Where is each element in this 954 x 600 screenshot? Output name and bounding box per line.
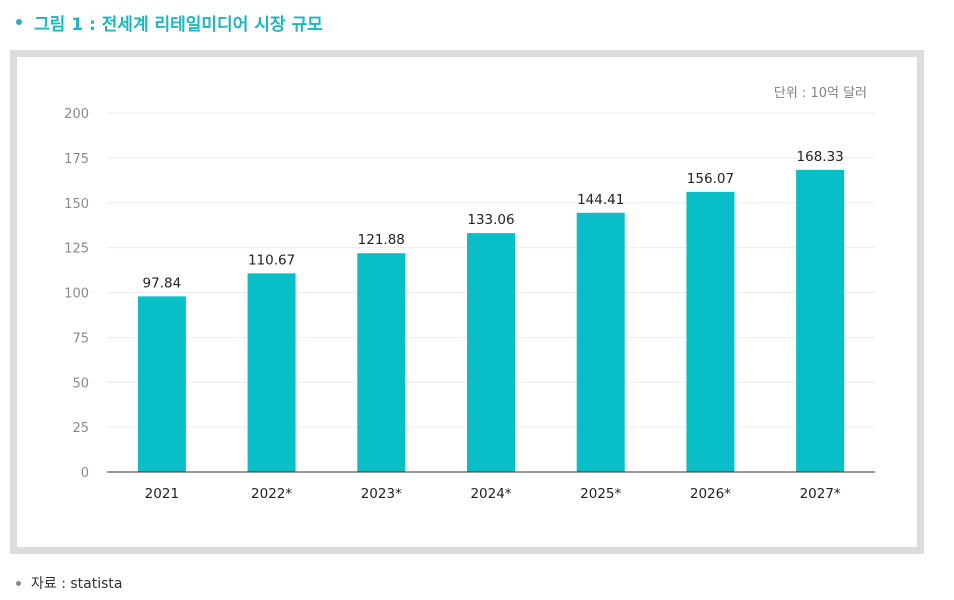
- bar: [467, 233, 515, 472]
- x-tick-label: 2022*: [251, 486, 292, 502]
- y-tick-label: 0: [81, 466, 89, 481]
- y-tick-label: 175: [64, 152, 89, 167]
- data-label: 156.07: [687, 171, 734, 187]
- bar: [137, 296, 186, 472]
- figure-title: 그림 1 : 전세계 리테일미디어 시장 규모: [34, 14, 323, 35]
- data-label: 110.67: [248, 252, 295, 268]
- y-tick-label: 125: [64, 242, 89, 257]
- data-label: 168.33: [797, 149, 844, 165]
- data-labels: 97.84 110.67 121.88 133.06 144.41 156.07 168.3…: [143, 149, 844, 292]
- y-tick-label: 200: [64, 107, 89, 122]
- data-label: 121.88: [358, 232, 405, 248]
- x-tick-label: 2024*: [470, 486, 511, 502]
- bars: [137, 169, 845, 472]
- heading-bullet-icon: [16, 19, 22, 25]
- figure-heading: 그림 1 : 전세계 리테일미디어 시장 규모: [16, 8, 323, 36]
- x-tick-label: 2025*: [580, 486, 621, 502]
- bar: [247, 273, 296, 472]
- x-tick-label: 2026*: [690, 486, 731, 502]
- x-axis-labels: 2021 2022* 2023* 2024* 2025* 2026* 2027*: [145, 486, 841, 502]
- data-label: 97.84: [143, 275, 182, 291]
- x-tick-label: 2023*: [361, 486, 402, 502]
- y-tick-label: 100: [64, 287, 89, 302]
- unit-label: 단위 : 10억 달러: [774, 86, 867, 101]
- bar: [686, 191, 735, 472]
- data-label: 133.06: [467, 212, 514, 228]
- source-note: 자료 : statista: [16, 572, 122, 594]
- chart-frame: 단위 : 10억 달러 0 25 50 75 100 125 150 175 200 2021 2…: [10, 50, 924, 554]
- y-axis-ticks: 0 25 50 75 100 125 150 175 200: [64, 107, 89, 481]
- y-tick-label: 150: [64, 197, 89, 212]
- source-text: 자료 : statista: [31, 576, 123, 592]
- x-tick-label: 2021: [145, 486, 179, 502]
- bar: [796, 169, 845, 472]
- y-tick-label: 75: [72, 331, 89, 346]
- y-tick-label: 25: [72, 421, 89, 436]
- bar: [576, 212, 625, 472]
- y-tick-label: 50: [72, 376, 89, 391]
- data-label: 144.41: [577, 192, 624, 208]
- x-tick-label: 2027*: [800, 486, 841, 502]
- bar: [357, 253, 406, 472]
- source-bullet-icon: [16, 580, 21, 586]
